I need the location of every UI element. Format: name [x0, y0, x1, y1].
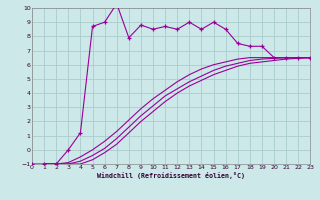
X-axis label: Windchill (Refroidissement éolien,°C): Windchill (Refroidissement éolien,°C) — [97, 172, 245, 179]
